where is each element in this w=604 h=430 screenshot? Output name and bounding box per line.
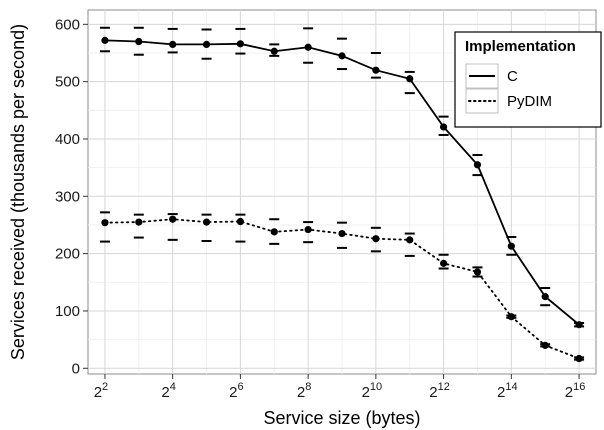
data-point-pydim bbox=[202, 218, 211, 226]
data-point-pydim bbox=[169, 215, 177, 223]
x-tick-label: 24 bbox=[161, 381, 175, 401]
legend-label-pydim: PyDIM bbox=[507, 93, 552, 110]
data-point-c bbox=[169, 40, 177, 48]
y-tick-label: 100 bbox=[55, 303, 80, 320]
data-point-pydim bbox=[507, 313, 515, 321]
data-point-pydim bbox=[541, 341, 549, 349]
data-point-c bbox=[101, 36, 109, 44]
data-point-c bbox=[372, 66, 380, 74]
data-point-c bbox=[236, 40, 244, 48]
data-point-c bbox=[507, 242, 515, 250]
data-point-c bbox=[473, 161, 482, 169]
legend-title: Implementation bbox=[465, 38, 576, 55]
series-line-pydim bbox=[104, 218, 580, 360]
series-layer bbox=[99, 26, 585, 363]
data-point-c bbox=[541, 293, 549, 301]
y-axis-title: Services received (thousands per second) bbox=[8, 24, 28, 360]
y-tick-label: 300 bbox=[55, 188, 80, 205]
grid bbox=[88, 10, 596, 374]
y-axis: 0 100 200 300 400 500 600 bbox=[55, 16, 88, 377]
data-point-pydim bbox=[575, 354, 583, 363]
data-point-pydim bbox=[473, 268, 482, 276]
x-tick-label: 216 bbox=[565, 381, 586, 401]
x-tick-label: 28 bbox=[297, 381, 311, 401]
x-axis-title: Service size (bytes) bbox=[263, 408, 420, 428]
x-tick-label: 210 bbox=[362, 381, 383, 401]
legend: Implementation C PyDIM bbox=[454, 31, 602, 128]
data-point-pydim bbox=[135, 218, 143, 226]
y-tick-label: 200 bbox=[55, 246, 80, 263]
data-point-pydim bbox=[304, 225, 312, 234]
data-point-pydim bbox=[338, 229, 346, 238]
data-point-pydim bbox=[270, 228, 278, 236]
data-point-c bbox=[338, 52, 346, 60]
data-point-pydim bbox=[372, 235, 380, 243]
x-tick-label: 22 bbox=[94, 381, 108, 401]
data-point-pydim bbox=[101, 219, 109, 227]
data-point-pydim bbox=[406, 236, 414, 244]
data-point-c bbox=[270, 47, 278, 55]
x-tick-label: 26 bbox=[229, 381, 243, 401]
data-point-c bbox=[440, 123, 448, 131]
data-point-pydim bbox=[236, 217, 244, 226]
y-tick-label: 600 bbox=[55, 16, 80, 33]
data-point-pydim bbox=[440, 259, 448, 267]
y-tick-label: 500 bbox=[55, 74, 80, 91]
x-axis: 22 24 26 28 210 212 214 216 bbox=[94, 374, 586, 401]
data-point-c bbox=[406, 75, 414, 83]
x-tick-label: 212 bbox=[429, 381, 450, 401]
legend-label-c: C bbox=[507, 68, 518, 85]
data-point-c bbox=[575, 321, 583, 329]
y-tick-label: 400 bbox=[55, 131, 80, 148]
x-tick-label: 214 bbox=[497, 381, 518, 401]
data-point-c bbox=[135, 37, 143, 46]
y-tick-label: 0 bbox=[72, 360, 80, 377]
data-point-c bbox=[202, 40, 211, 48]
data-point-c bbox=[304, 43, 312, 51]
